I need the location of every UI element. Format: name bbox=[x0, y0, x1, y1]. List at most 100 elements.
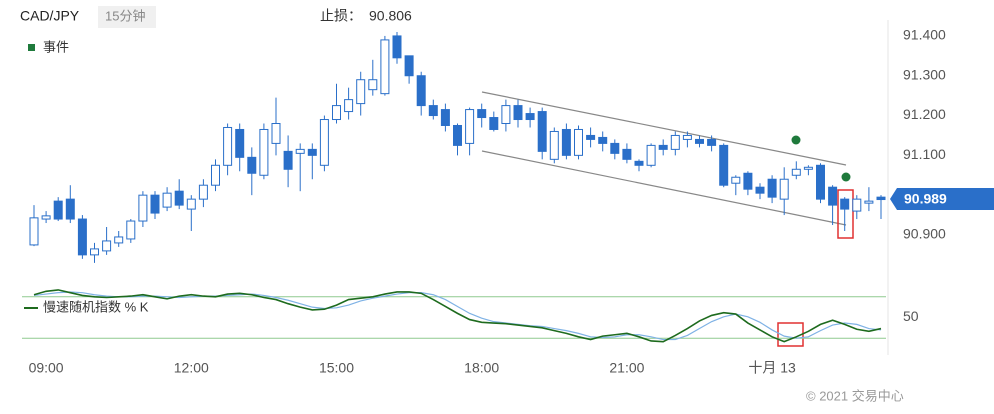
candle-body bbox=[198, 184, 208, 200]
candle-body bbox=[852, 198, 862, 212]
candle-body bbox=[743, 172, 753, 190]
candle-body bbox=[283, 150, 293, 170]
x-tick-label: 21:00 bbox=[609, 360, 644, 376]
indicator-line bbox=[33, 289, 882, 343]
candle-body bbox=[695, 138, 704, 144]
legend-label: 事件 bbox=[43, 39, 69, 54]
candle-body bbox=[682, 134, 692, 140]
y-tick-label: 90.900 bbox=[903, 226, 946, 242]
candle-body bbox=[29, 217, 39, 246]
candle-body bbox=[477, 109, 487, 119]
candle-body bbox=[501, 105, 511, 125]
candle-body bbox=[779, 178, 789, 200]
trend-channel bbox=[481, 91, 847, 166]
candle-body bbox=[646, 144, 656, 166]
y-tick-label: 91.200 bbox=[903, 106, 946, 122]
candle-body bbox=[90, 248, 99, 256]
candle-body bbox=[223, 126, 233, 166]
candle-body bbox=[755, 186, 765, 194]
candle-body bbox=[77, 218, 87, 256]
candle-body bbox=[828, 186, 838, 206]
candle-body bbox=[295, 148, 305, 154]
candle-body bbox=[537, 111, 547, 152]
candle-body bbox=[162, 192, 172, 208]
candle-body bbox=[271, 123, 281, 144]
candle-body bbox=[561, 128, 571, 156]
price-tag bbox=[890, 188, 994, 210]
stop-loss-label: 止损： bbox=[320, 8, 362, 24]
candle-body bbox=[610, 142, 620, 154]
legend-swatch bbox=[28, 44, 35, 51]
candle-body bbox=[549, 130, 559, 160]
stop-loss-value: 90.806 bbox=[369, 8, 412, 24]
candle-body bbox=[247, 156, 257, 174]
candle-body bbox=[65, 198, 75, 220]
candle-body bbox=[440, 109, 450, 126]
candle-body bbox=[719, 144, 729, 186]
candle-body bbox=[670, 134, 680, 150]
y-tick-label: 91.400 bbox=[903, 27, 946, 43]
event-marker[interactable] bbox=[791, 135, 801, 145]
candle-body bbox=[416, 75, 426, 107]
candle-body bbox=[731, 176, 741, 184]
candle-body bbox=[259, 128, 269, 176]
candle-body bbox=[658, 144, 668, 150]
x-tick-label: 18:00 bbox=[464, 360, 499, 376]
candle-body bbox=[574, 128, 583, 156]
candle-body bbox=[235, 128, 245, 158]
legend-label: 慢速随机指数 % K bbox=[43, 299, 149, 314]
candle-body bbox=[186, 198, 196, 210]
x-tick-label: 15:00 bbox=[319, 360, 354, 376]
candle-body bbox=[513, 105, 523, 121]
x-tick-label: 12:00 bbox=[174, 360, 209, 376]
candle-body bbox=[174, 190, 184, 206]
candle-body bbox=[803, 166, 813, 170]
candle-body bbox=[453, 124, 462, 146]
candle-body bbox=[428, 105, 438, 117]
interval-box[interactable] bbox=[98, 6, 156, 28]
candle-body bbox=[622, 148, 632, 160]
x-tick-label: 09:00 bbox=[29, 360, 64, 376]
candle-body bbox=[102, 240, 112, 252]
candle-body bbox=[876, 196, 886, 201]
candle-body bbox=[791, 168, 801, 176]
y-tick-label: 50 bbox=[903, 308, 919, 324]
candle-body bbox=[332, 105, 341, 121]
candle-body bbox=[307, 148, 317, 156]
event-marker[interactable] bbox=[841, 172, 851, 182]
candle-body bbox=[404, 55, 414, 77]
candle-body bbox=[368, 79, 378, 91]
indicator-line bbox=[33, 291, 882, 341]
candle-body bbox=[864, 200, 874, 204]
candle-body bbox=[767, 178, 777, 198]
candle-body bbox=[840, 198, 850, 210]
candle-body bbox=[41, 215, 51, 220]
candle-body bbox=[392, 35, 402, 59]
candle-body bbox=[598, 136, 608, 144]
copyright: © 2021 交易中心 bbox=[806, 388, 904, 403]
candle-body bbox=[150, 194, 160, 214]
candle-body bbox=[465, 109, 475, 144]
candle-body bbox=[211, 164, 220, 186]
trend-channel bbox=[481, 150, 847, 226]
price-tag-label: 90.989 bbox=[904, 191, 947, 207]
candle-body bbox=[525, 113, 535, 121]
y-tick-label: 91.300 bbox=[903, 66, 946, 82]
candle-body bbox=[380, 39, 390, 95]
candle-body bbox=[138, 194, 148, 222]
candle-body bbox=[356, 79, 366, 105]
candle-body bbox=[114, 236, 124, 244]
interval[interactable]: 15分钟 bbox=[105, 8, 145, 23]
y-tick-label: 91.100 bbox=[903, 146, 946, 162]
highlight-box bbox=[837, 189, 854, 239]
candle-body bbox=[707, 138, 717, 146]
candle-body bbox=[344, 99, 354, 113]
candle-body bbox=[816, 164, 825, 200]
x-tick-label: 十月 13 bbox=[748, 360, 796, 376]
candle-body bbox=[489, 117, 499, 130]
symbol: CAD/JPY bbox=[20, 8, 80, 24]
candle-body bbox=[586, 134, 596, 140]
candle-body bbox=[126, 220, 136, 240]
candle-body bbox=[319, 119, 329, 166]
